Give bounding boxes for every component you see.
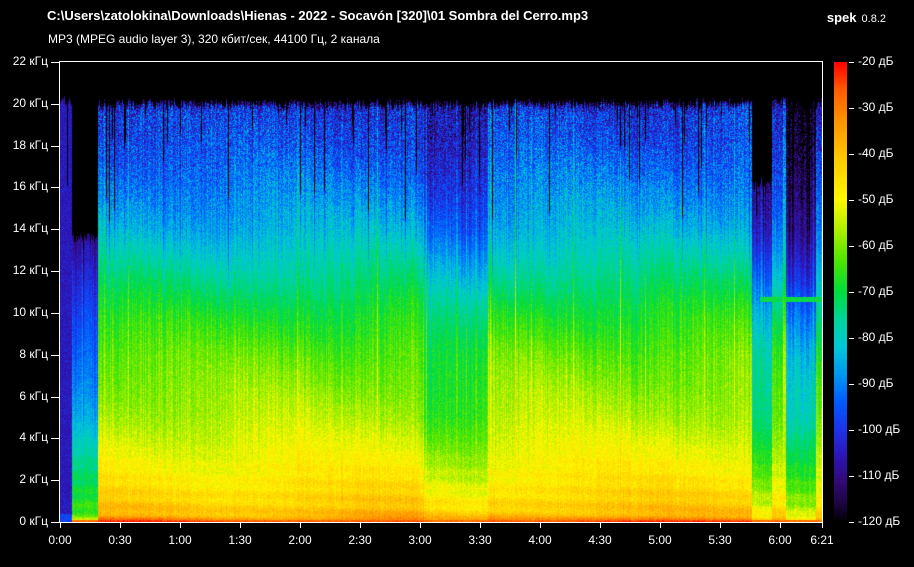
freq-tick <box>51 522 59 523</box>
time-tick <box>660 523 661 528</box>
freq-tick <box>51 480 59 482</box>
freq-tick-label: 6 кГц <box>19 388 48 403</box>
app-name: spek <box>826 10 857 25</box>
db-tick <box>849 476 854 477</box>
db-tick <box>849 108 854 109</box>
time-tick-label: 2:00 <box>288 533 312 547</box>
db-tick-label: -90 дБ <box>858 376 894 390</box>
db-tick <box>849 62 854 63</box>
time-tick-label: 1:30 <box>228 533 252 547</box>
format-subtitle: MP3 (MPEG audio layer 3), 320 кбит/сек, … <box>48 32 380 46</box>
time-tick <box>360 523 361 528</box>
time-tick <box>822 523 823 528</box>
app-version: 0.8.2 <box>861 13 886 25</box>
file-path-title: C:\Users\zatolokina\Downloads\Hienas - 2… <box>47 8 589 23</box>
freq-tick <box>51 229 59 231</box>
freq-tick-label: 18 кГц <box>12 137 48 152</box>
freq-tick <box>51 145 59 147</box>
time-tick-label: 0:30 <box>108 533 132 547</box>
time-tick-label: 5:00 <box>648 533 672 547</box>
freq-tick-label: 10 кГц <box>12 304 48 319</box>
freq-tick <box>51 396 59 398</box>
db-tick <box>849 246 854 247</box>
freq-tick-label: 22 кГц <box>12 54 48 68</box>
db-tick-label: -70 дБ <box>858 284 894 298</box>
db-tick-label: -40 дБ <box>858 146 894 160</box>
freq-tick-label: 16 кГц <box>12 179 48 194</box>
freq-tick-label: 0 кГц <box>19 514 48 528</box>
time-tick-label: 6:21 <box>810 533 834 547</box>
freq-tick <box>51 103 59 105</box>
time-tick <box>720 523 721 528</box>
freq-tick <box>51 438 59 440</box>
freq-tick <box>51 187 59 189</box>
db-tick <box>849 338 854 339</box>
db-tick <box>849 154 854 155</box>
time-tick-label: 3:00 <box>408 533 432 547</box>
time-tick <box>780 523 781 528</box>
freq-tick-label: 8 кГц <box>19 346 48 361</box>
db-tick-label: -110 дБ <box>858 468 900 482</box>
time-tick <box>240 523 241 528</box>
time-tick-label: 3:30 <box>468 533 492 547</box>
time-tick <box>540 523 541 528</box>
db-tick <box>849 430 854 431</box>
freq-tick <box>51 312 59 314</box>
db-tick-label: -80 дБ <box>858 330 894 344</box>
freq-tick-label: 20 кГц <box>12 95 48 110</box>
db-tick-label: -100 дБ <box>858 422 901 436</box>
time-tick <box>180 523 181 528</box>
time-tick-label: 0:00 <box>48 533 72 547</box>
db-tick-label: -20 дБ <box>858 54 894 68</box>
db-tick <box>849 384 854 385</box>
time-tick <box>420 523 421 528</box>
db-colorbar <box>834 62 847 522</box>
time-tick-label: 2:30 <box>348 533 372 547</box>
db-tick <box>849 292 854 293</box>
time-tick-label: 1:00 <box>168 533 192 547</box>
time-tick <box>480 523 481 528</box>
freq-tick <box>51 62 59 63</box>
db-tick-label: -120 дБ <box>858 514 901 528</box>
time-tick <box>120 523 121 528</box>
time-tick-label: 4:00 <box>528 533 552 547</box>
time-tick-label: 5:30 <box>708 533 732 547</box>
time-tick-label: 6:00 <box>768 533 792 547</box>
db-tick-label: -30 дБ <box>858 100 894 114</box>
freq-tick-label: 2 кГц <box>19 472 48 487</box>
time-tick <box>300 523 301 528</box>
db-tick-label: -50 дБ <box>858 192 894 206</box>
time-tick <box>60 523 61 528</box>
freq-tick-label: 12 кГц <box>12 263 48 278</box>
freq-tick <box>51 354 59 356</box>
freq-tick <box>51 271 59 273</box>
db-tick <box>849 200 854 201</box>
time-tick <box>600 523 601 528</box>
app-brand: spek 0.8.2 <box>827 9 886 27</box>
freq-tick-label: 4 кГц <box>19 430 48 445</box>
db-tick <box>849 522 854 523</box>
spectrogram-canvas <box>60 62 822 522</box>
db-tick-label: -60 дБ <box>858 238 894 252</box>
freq-tick-label: 14 кГц <box>12 221 48 236</box>
spectrogram-plot <box>59 61 823 523</box>
time-tick-label: 4:30 <box>588 533 612 547</box>
